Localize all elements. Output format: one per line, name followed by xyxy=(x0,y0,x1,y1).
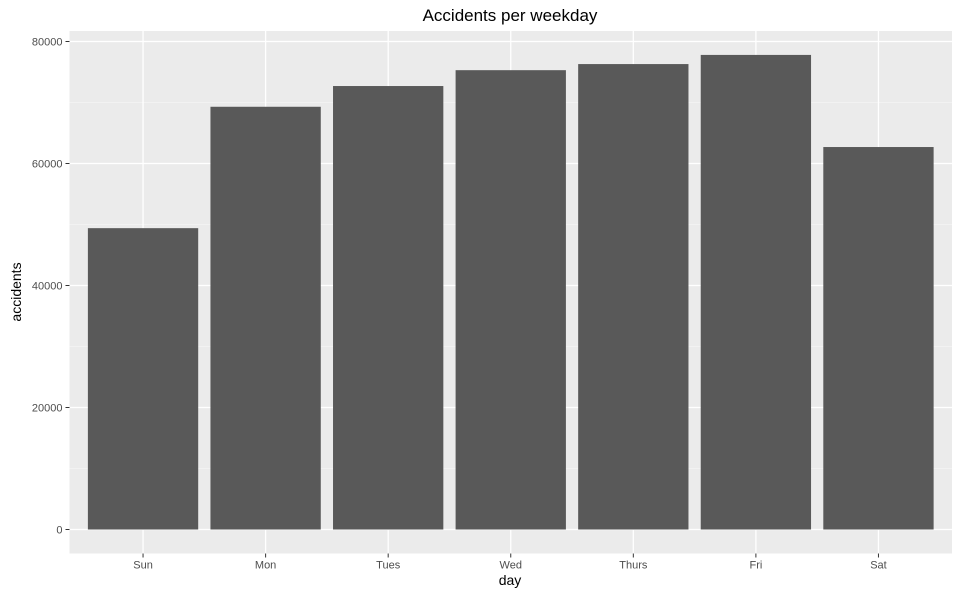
y-tick-label: 0 xyxy=(56,525,62,537)
bar-fri xyxy=(700,54,812,530)
x-tick-label: Sat xyxy=(870,560,887,572)
x-tick-label: Mon xyxy=(255,560,276,572)
x-tick-label: Thurs xyxy=(619,560,648,572)
bar-thurs xyxy=(578,64,689,530)
y-tick-label: 40000 xyxy=(32,281,63,293)
bar-sat xyxy=(823,147,934,530)
x-tick-label: Wed xyxy=(500,560,522,572)
x-axis-title: day xyxy=(499,572,522,588)
y-tick-label: 20000 xyxy=(32,403,63,415)
y-tick-label: 80000 xyxy=(32,37,63,49)
x-tick-label: Sun xyxy=(133,560,153,572)
y-axis-title: accidents xyxy=(8,262,24,321)
x-tick-label: Fri xyxy=(749,560,762,572)
x-tick-label: Tues xyxy=(376,560,401,572)
chart-title: Accidents per weekday xyxy=(423,6,598,25)
bar-tues xyxy=(333,86,444,530)
bars xyxy=(87,54,934,530)
bar-wed xyxy=(455,70,566,530)
y-tick-label: 60000 xyxy=(32,159,63,171)
y-axis: 0 20000 40000 60000 80000 xyxy=(32,37,70,537)
x-axis: Sun Mon Tues Wed Thurs Fri Sat xyxy=(133,553,887,572)
bar-mon xyxy=(210,106,321,530)
bar-sun xyxy=(87,228,199,530)
